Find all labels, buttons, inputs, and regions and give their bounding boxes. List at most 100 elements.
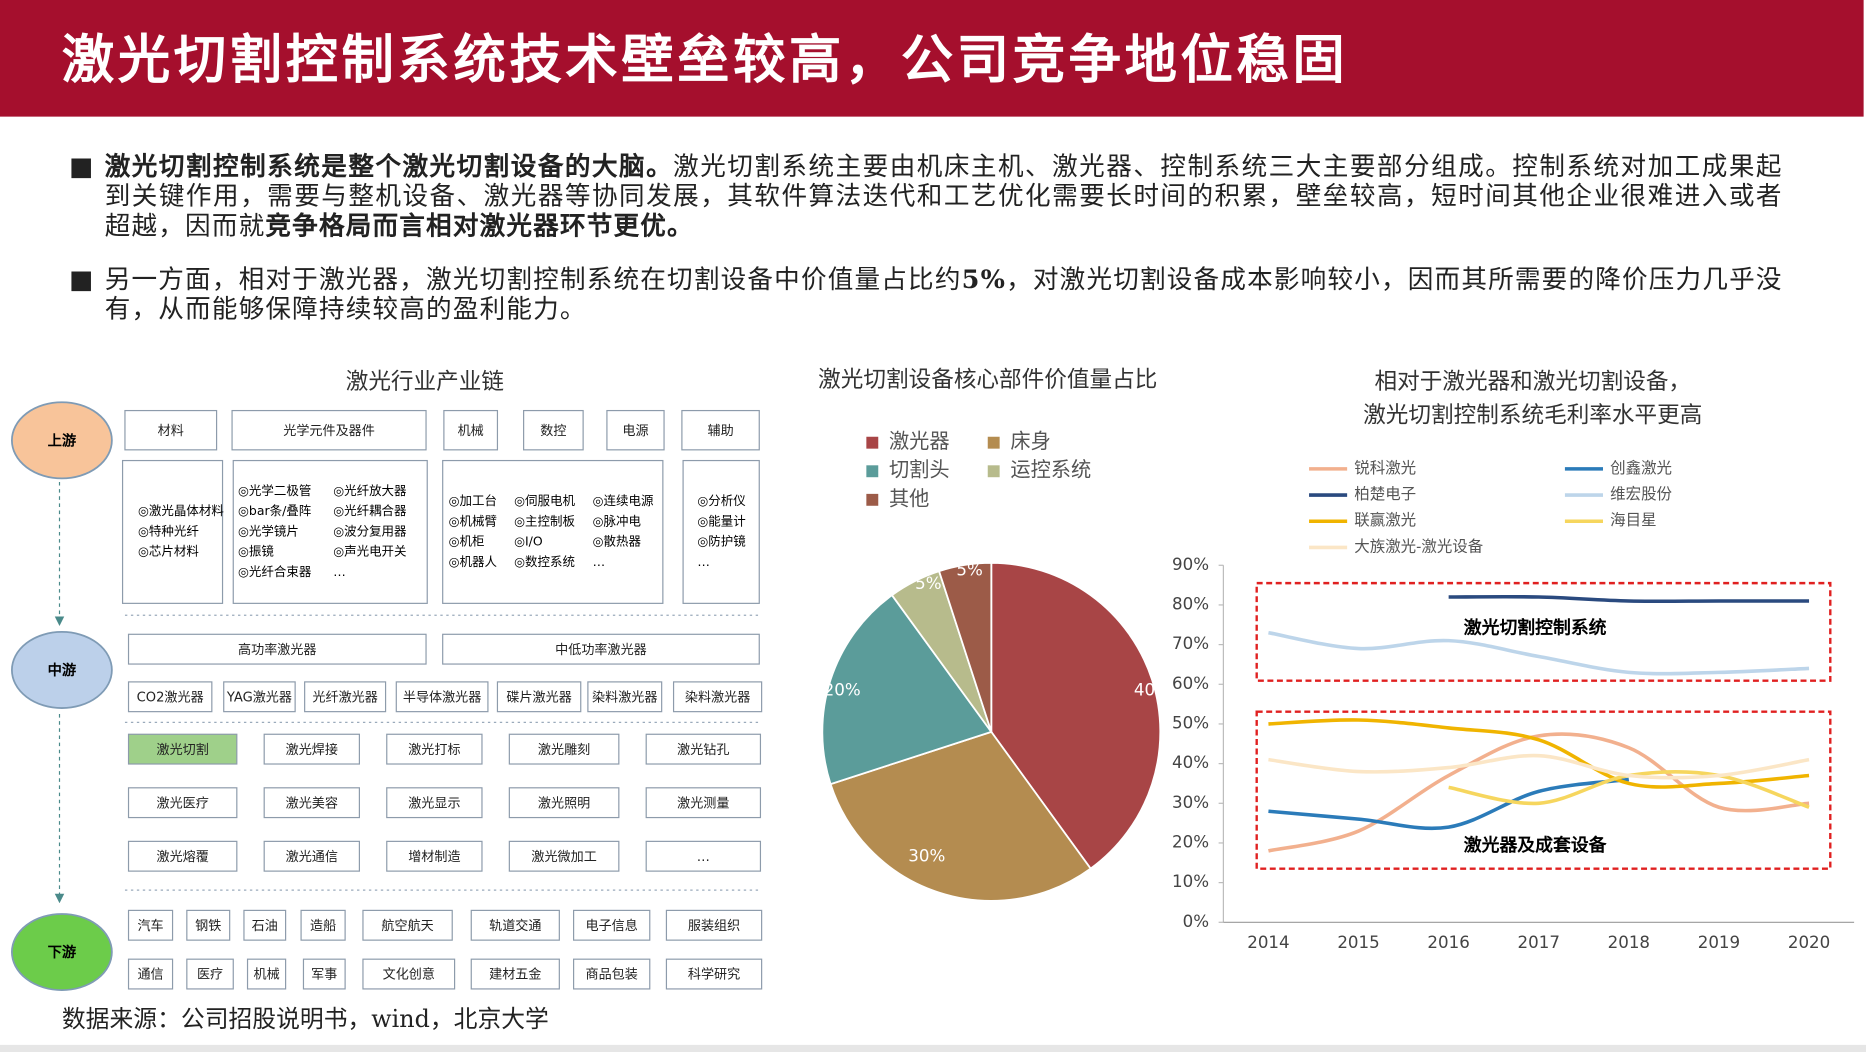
upstream-detail-box — [442, 459, 664, 604]
application: 激光切割 — [157, 741, 209, 758]
upstream-item: ◎激光晶体材料 — [138, 503, 224, 518]
y-tick-label: 30% — [1172, 793, 1209, 812]
stage-circle — [11, 401, 113, 480]
x-tick-label: 2017 — [1518, 933, 1560, 952]
application-box — [127, 733, 238, 765]
x-tick-label: 2019 — [1698, 933, 1740, 952]
industry: 钢铁 — [195, 918, 221, 934]
bold-text: 激光切割控制系统是整个激光切割设备的大脑。 — [104, 152, 674, 183]
application: 激光测量 — [677, 795, 729, 811]
industry: 汽车 — [137, 917, 163, 934]
series-line — [1268, 630, 1810, 676]
annotation-box — [1255, 710, 1832, 870]
upstream-item: ◎加工台 — [449, 493, 497, 508]
upstream-detail-box — [232, 459, 428, 604]
laser-type: YAG激光器 — [226, 689, 292, 705]
application-box — [508, 733, 620, 765]
legend-label: 柏楚电子 — [1354, 485, 1416, 503]
laser-type: 光纤激光器 — [312, 689, 377, 705]
text-run: 另一方面，相对于激光器，激光切割控制系统在切割设备中价值量占比约 — [104, 265, 962, 296]
laser-type-box — [127, 681, 213, 713]
legend-label: 激光器 — [889, 429, 950, 453]
upstream-item: ◎分析仪 — [697, 493, 746, 508]
application: 增材制造 — [408, 849, 460, 865]
application: 激光显示 — [408, 795, 460, 811]
upstream-item: ◎光学二极管 — [238, 483, 311, 498]
industry: 机械 — [253, 967, 279, 983]
slice-label: 20% — [824, 681, 861, 700]
footer-bar — [0, 1044, 1866, 1052]
legend-label: 运控系统 — [1010, 458, 1091, 482]
text-run: ，对激光切割设备成本影响较小，因而其所需要的降价压力几乎没有，从而能够保障持续较… — [104, 265, 1783, 325]
industry: 造船 — [310, 918, 336, 934]
y-tick-label: 60% — [1172, 674, 1209, 693]
upstream-detail-box — [682, 459, 760, 604]
upstream-item: ◎主控制板 — [514, 513, 575, 528]
x-tick-label: 2015 — [1337, 933, 1379, 952]
upstream-item: ◎机械臂 — [449, 513, 497, 528]
laser-type-box — [223, 681, 296, 713]
upstream-detail-box — [121, 459, 224, 604]
industry: 科学研究 — [688, 967, 740, 983]
application: 激光钻孔 — [677, 742, 729, 758]
industry: 军事 — [311, 967, 337, 983]
upstream-header: 数控 — [540, 423, 566, 439]
industry: 电子信息 — [586, 917, 638, 934]
industry-box — [127, 958, 174, 990]
industry: 建材五金 — [489, 967, 541, 983]
bullet: ■ 另一方面，相对于激光器，激光切割控制系统在切割设备中价值量占比约5%，对激光切… — [69, 265, 1783, 325]
application-box — [263, 787, 360, 819]
slice-label: 5% — [915, 574, 941, 593]
upstream-item: ◎特种光纤 — [138, 523, 199, 538]
laser-type-box — [496, 681, 582, 713]
application-box — [127, 840, 238, 872]
industry-box — [665, 958, 763, 990]
industry-box — [470, 909, 560, 941]
application: 激光熔覆 — [157, 849, 209, 865]
industry: 航空航天 — [381, 918, 433, 934]
upstream-header-box — [443, 409, 499, 451]
source: 数据来源：公司招股说明书，wind，北京大学 — [61, 1004, 549, 1033]
upstream-item: ◎bar条/叠阵 — [238, 503, 311, 518]
chart-title: 相对于激光器和激光切割设备， — [1375, 369, 1692, 395]
stage-label: 上游 — [48, 432, 77, 450]
application: 激光通信 — [286, 849, 338, 865]
industry: 服装组织 — [688, 918, 740, 934]
application-box — [645, 733, 762, 765]
bullet: ■ 激光切割控制系统是整个激光切割设备的大脑。激光切割系统主要由机床主机、激光器、… — [69, 152, 1783, 241]
series-line — [1448, 594, 1810, 604]
x-tick-label: 2016 — [1427, 933, 1469, 952]
pie-slice — [829, 730, 1092, 902]
laser-type-box — [672, 681, 763, 713]
industry-box — [470, 958, 560, 990]
upstream-item: ◎光学镜片 — [238, 523, 299, 538]
industry-box — [186, 958, 234, 990]
upstream-header-box — [231, 409, 427, 451]
upstream-item: ◎波分复用器 — [333, 523, 407, 538]
laser-type: 染料激光器 — [592, 689, 657, 705]
y-tick-label: 90% — [1172, 555, 1209, 574]
industry: 文化创意 — [383, 966, 435, 983]
stage-label: 下游 — [48, 943, 77, 961]
upstream-header: 辅助 — [707, 423, 733, 439]
stage-label: 中游 — [48, 661, 77, 679]
upstream-header-box — [523, 409, 584, 451]
laser-type: 碟片激光器 — [506, 689, 571, 705]
industry-box — [362, 958, 456, 990]
annotation-box — [1255, 581, 1832, 682]
application: 激光焊接 — [286, 741, 338, 758]
legend-label: 切割头 — [889, 458, 950, 482]
series-line — [1268, 753, 1810, 780]
slice-label: 5% — [956, 561, 982, 580]
application: 激光微加工 — [531, 849, 596, 865]
application-box — [508, 840, 620, 872]
industry: 轨道交通 — [489, 917, 541, 934]
laser-type-box — [304, 681, 387, 713]
application: 激光雕刻 — [538, 742, 590, 758]
industry-box — [246, 958, 287, 990]
y-tick-label: 10% — [1172, 872, 1209, 891]
laser-type-box — [587, 681, 663, 713]
legend-label: 联赢激光 — [1354, 511, 1416, 529]
upstream-item: ◎连续电源 — [593, 493, 654, 508]
